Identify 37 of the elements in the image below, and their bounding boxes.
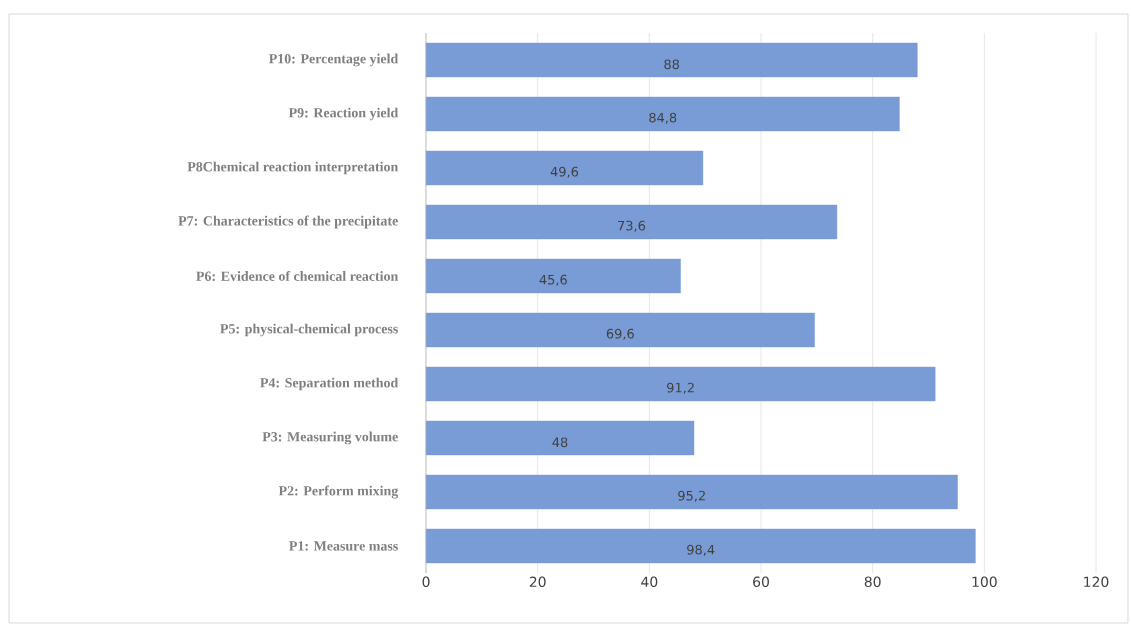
bar: [425, 204, 838, 240]
data-label: 98,4: [687, 544, 715, 556]
bar: [425, 42, 918, 78]
x-tick-label: 40: [641, 576, 658, 588]
bar: [425, 312, 815, 348]
y-tick-label: P5: physical-chemical process: [220, 323, 398, 337]
bar: [425, 528, 976, 564]
y-tick-label: P2: Perform mixing: [278, 485, 399, 499]
y-tick-label: P4: Separation method: [260, 377, 399, 391]
y-tick-label: P8Chemical reaction interpretation: [187, 161, 399, 175]
data-label: 48: [552, 437, 568, 448]
data-label: 91,2: [667, 382, 694, 394]
y-tick-label: P9: Reaction yield: [288, 107, 399, 121]
bar: [425, 150, 704, 186]
y-tick-label: P7: Characteristics of the precipitate: [178, 215, 398, 229]
data-label: 69,6: [606, 328, 634, 340]
data-label: 95,2: [678, 490, 705, 502]
x-tick-label: 0: [422, 576, 430, 588]
y-tick-label: P6: Evidence of chemical reaction: [196, 270, 399, 282]
data-label: 49,6: [550, 166, 579, 178]
data-label: 73,6: [618, 220, 646, 232]
bar: [425, 96, 900, 132]
x-tick-label: 100: [972, 576, 997, 588]
bar: [425, 420, 695, 456]
bar: [425, 474, 958, 510]
data-label: 45,6: [539, 274, 567, 286]
y-tick-label: P10: Percentage yield: [268, 53, 399, 67]
data-label: 88: [664, 59, 680, 70]
y-tick-label: P3: Measuring volume: [262, 431, 398, 445]
x-tick-label: 20: [529, 576, 546, 588]
x-tick-label: 60: [753, 576, 769, 588]
bar: [425, 366, 936, 402]
bar: [425, 258, 681, 294]
x-tick-label: 120: [1084, 576, 1109, 588]
x-tick-label: 80: [864, 576, 881, 588]
y-tick-label: P1: Measure mass: [289, 541, 398, 551]
data-label: 84,8: [649, 112, 677, 124]
